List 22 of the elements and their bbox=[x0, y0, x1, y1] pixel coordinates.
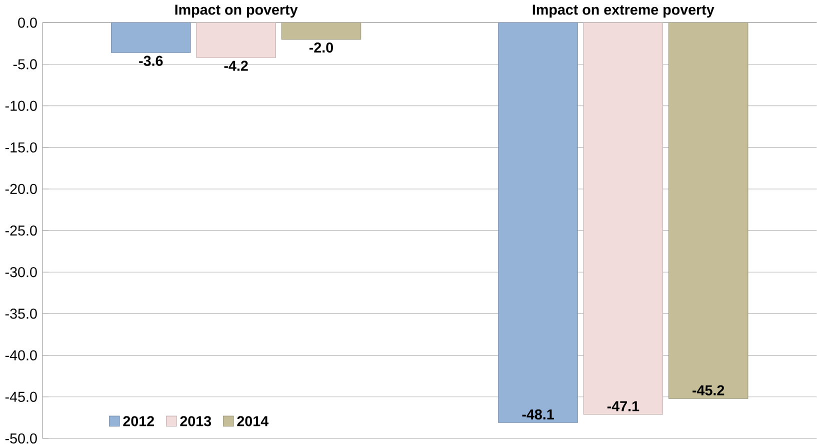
y-tick-label: -35.0 bbox=[5, 308, 37, 319]
x-tick-label: Impact on extreme poverty bbox=[532, 4, 714, 18]
y-tick-label: -50.0 bbox=[5, 433, 37, 444]
y-tick-label: -25.0 bbox=[5, 225, 37, 236]
y-tick-label: -45.0 bbox=[5, 392, 37, 402]
legend-label: 2012 bbox=[123, 416, 154, 426]
y-tick-label: -30.0 bbox=[5, 266, 37, 278]
y-tick-label: -15.0 bbox=[5, 142, 37, 152]
data-label: -3.6 bbox=[139, 56, 163, 66]
data-label: -45.2 bbox=[692, 385, 724, 396]
data-label: -2.0 bbox=[309, 42, 334, 52]
y-tick-label: -20.0 bbox=[5, 184, 37, 194]
legend-label: 2013 bbox=[180, 416, 212, 426]
data-label: -48.1 bbox=[522, 409, 554, 420]
data-label: -47.1 bbox=[607, 401, 640, 412]
legend-label: 2014 bbox=[237, 416, 268, 426]
data-label: -4.2 bbox=[224, 60, 248, 71]
y-tick-label: 0.0 bbox=[18, 17, 37, 28]
y-tick-label: -5.0 bbox=[13, 59, 37, 70]
x-tick-label: Impact on poverty bbox=[175, 4, 298, 18]
y-tick-label: -10.0 bbox=[5, 100, 37, 111]
y-tick-label: -40.0 bbox=[5, 350, 37, 360]
